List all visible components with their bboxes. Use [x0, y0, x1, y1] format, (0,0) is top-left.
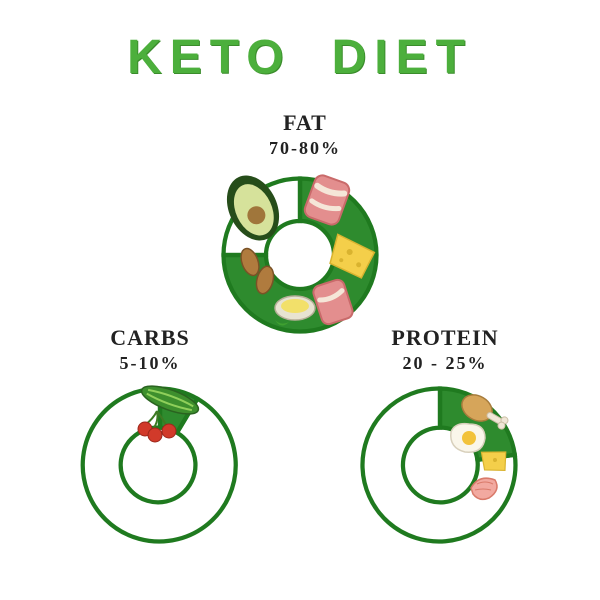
leaf-icon	[275, 320, 289, 326]
carbs-ring	[75, 380, 245, 550]
fat-label: FAT 70-80%	[260, 110, 350, 159]
shrimp-icon	[471, 478, 497, 499]
fat-pct: 70-80%	[260, 138, 350, 159]
meat-slice-icon	[303, 173, 352, 227]
title-word-1: KETO	[127, 31, 291, 84]
carbs-name: CARBS	[95, 325, 205, 351]
meat-slice2-icon	[312, 278, 355, 326]
protein-name: PROTEIN	[380, 325, 510, 351]
fat-name: FAT	[260, 110, 350, 136]
protein-foods	[355, 380, 525, 550]
cheese-icon	[329, 234, 377, 279]
page-title: KETO DIET	[0, 30, 600, 85]
fat-ring	[215, 170, 385, 340]
cheese2-icon	[481, 448, 508, 474]
cucumber-icon	[138, 380, 201, 419]
tomatoes-icon	[138, 411, 176, 442]
carbs-foods	[75, 380, 245, 550]
carbs-pct: 5-10%	[95, 353, 205, 374]
protein-pct: 20 - 25%	[380, 353, 510, 374]
fat-foods	[215, 170, 385, 340]
avocado-icon	[217, 167, 289, 249]
title-word-2: DIET	[332, 31, 473, 84]
protein-label: PROTEIN 20 - 25%	[380, 325, 510, 374]
oil-bowl-icon	[275, 296, 315, 320]
carbs-label: CARBS 5-10%	[95, 325, 205, 374]
egg-icon	[451, 424, 485, 453]
almond-icon	[238, 246, 277, 295]
protein-ring	[355, 380, 525, 550]
